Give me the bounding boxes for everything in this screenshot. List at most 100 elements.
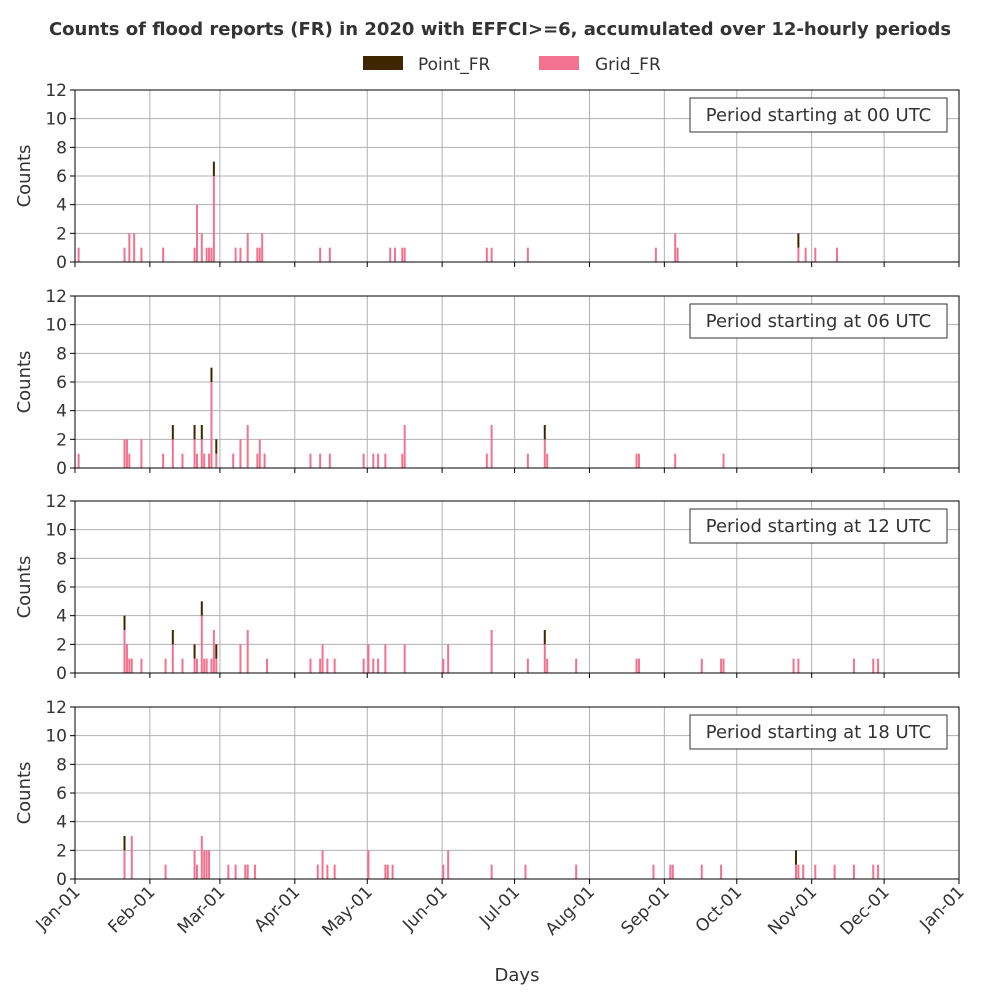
x-tick-label: Jan-01 [916,882,969,935]
bar-grid-fr [125,439,128,468]
bar-grid-fr [794,864,797,879]
bar-grid-fr [333,658,336,673]
y-tick-label: 8 [56,344,67,364]
bar-grid-fr [210,247,213,262]
bar-grid-fr [319,658,322,673]
x-tick-label: May-01 [318,882,376,940]
bar-grid-fr [526,658,529,673]
bar-point-fr [123,615,126,630]
bar-grid-fr [804,247,807,262]
bar-grid-fr [316,864,319,879]
bar-grid-fr [234,864,237,879]
bar-grid-fr [637,453,640,468]
bar-grid-fr [403,644,406,673]
y-tick-label: 12 [45,287,67,307]
bar-grid-fr [852,864,855,879]
bar-grid-fr [319,247,322,262]
panel-label-box [689,303,948,339]
y-tick-label: 12 [45,492,67,512]
y-tick-label: 0 [56,664,67,684]
bar-point-fr [212,161,215,176]
bar-grid-fr [652,864,655,879]
bar-grid-fr [546,658,549,673]
bar-grid-fr [326,658,329,673]
y-tick-label: 0 [56,459,67,479]
bar-grid-fr [210,658,213,673]
bar-grid-fr [722,453,725,468]
bar-grid-fr [386,864,389,879]
bar-grid-fr [367,644,370,673]
bar-grid-fr [485,247,488,262]
panel-label: Period starting at 00 UTC [706,105,931,126]
bar-grid-fr [797,864,800,879]
bar-point-fr [193,425,196,440]
bar-grid-fr [200,439,203,468]
bar-point-fr [797,233,800,248]
bar-grid-fr [485,453,488,468]
bar-grid-fr [203,658,206,673]
bar-grid-fr [836,247,839,262]
bar-grid-fr [125,644,128,673]
bar-grid-fr [526,453,529,468]
y-tick-label: 4 [56,402,67,422]
bar-grid-fr [328,453,331,468]
bar-grid-fr [524,864,527,879]
bar-grid-fr [720,864,723,879]
y-tick-label: 0 [56,253,67,273]
bar-grid-fr [258,247,261,262]
x-tick-label: Oct-01 [692,882,747,937]
y-axis-label: Counts [14,762,35,825]
bar-grid-fr [140,658,143,673]
y-tick-label: 0 [56,870,67,890]
bar-grid-fr [802,864,805,879]
panel-label: Period starting at 18 UTC [706,722,931,743]
bar-grid-fr [234,247,237,262]
x-tick-label: Nov-01 [764,882,821,939]
y-tick-label: 12 [45,81,67,101]
panel-label: Period starting at 06 UTC [706,311,931,332]
x-axis-label: Days [495,965,540,986]
y-tick-label: 10 [45,316,67,336]
legend-swatch [363,56,403,70]
bar-grid-fr [195,658,198,673]
bar-grid-fr [244,864,247,879]
bar-grid-fr [362,453,365,468]
bar-grid-fr [123,850,126,879]
bar-grid-fr [543,644,546,673]
bar-grid-fr [266,658,269,673]
bar-grid-fr [391,864,394,879]
bar-grid-fr [872,658,875,673]
bar-grid-fr [442,864,445,879]
chart-panels: 0 2 4 6 8 10 12 Counts Period starting at 00 UTC… [14,81,960,890]
bar-grid-fr [215,453,218,468]
x-axis: Jan-01 Feb-01 Mar-01 Apr-01 May-01 Jun-01 Jul-… [32,882,969,940]
bar-grid-fr [133,233,136,262]
bar-grid-fr [309,453,312,468]
y-tick-label: 6 [56,578,67,598]
bar-grid-fr [232,453,235,468]
y-axis-label: Counts [14,145,35,208]
bar-point-fr [210,367,213,382]
bar-grid-fr [128,453,131,468]
bar-grid-fr [814,247,817,262]
bar-grid-fr [720,658,723,673]
panel-label-box [689,97,948,133]
bar-grid-fr [195,864,198,879]
bar-grid-fr [309,658,312,673]
bar-grid-fr [654,247,657,262]
x-tick-label: Feb-01 [104,882,159,937]
bar-grid-fr [401,453,404,468]
y-tick-label: 8 [56,138,67,158]
y-tick-label: 12 [45,698,67,718]
bar-grid-fr [193,439,196,468]
x-tick-label: Mar-01 [174,882,230,938]
bar-grid-fr [674,453,677,468]
bar-grid-fr [200,615,203,673]
bar-grid-fr [246,425,249,468]
bar-grid-fr [263,453,266,468]
bar-grid-fr [193,247,196,262]
bar-grid-fr [447,850,450,879]
bar-grid-fr [212,176,215,262]
bar-grid-fr [208,453,211,468]
